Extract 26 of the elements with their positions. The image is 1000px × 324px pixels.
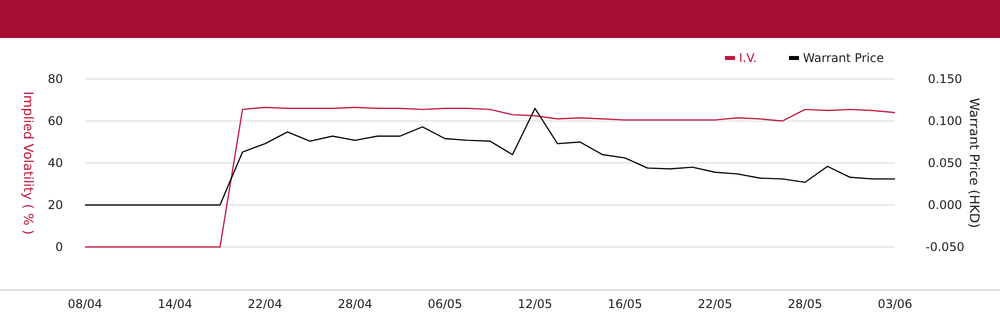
y2-axis-title: Warrant Price (HKD): [966, 98, 981, 228]
y-axis-title: Implied Volatility ( % ): [20, 91, 35, 235]
legend-label: I.V.: [739, 51, 757, 66]
x-tick-label: 28/05: [788, 297, 822, 311]
legend-label: Warrant Price: [803, 51, 884, 66]
y-tick-label: 40: [48, 156, 63, 170]
y2-tick-label: 0.100: [928, 114, 962, 128]
line-series: [84, 108, 896, 206]
x-tick-label: 03/06: [878, 297, 912, 311]
x-tick-label: 16/05: [608, 297, 642, 311]
x-tick-label: 22/05: [698, 297, 732, 311]
y2-tick-label: 0.000: [928, 198, 962, 212]
x-tick-label: 06/05: [428, 297, 462, 311]
y-tick-label: 0: [55, 240, 63, 254]
x-tick-label: 28/04: [338, 297, 372, 311]
y-tick-label: 80: [48, 72, 63, 86]
x-tick-label: 22/04: [248, 297, 282, 311]
line-series: [84, 106, 896, 248]
y2-tick-label: 0.050: [928, 156, 962, 170]
x-tick-label: 14/04: [158, 297, 192, 311]
y2-tick-label: -0.050: [926, 240, 964, 254]
y-tick-label: 60: [48, 114, 63, 128]
y2-tick-label: 0.150: [928, 72, 962, 86]
x-tick-label: 12/05: [518, 297, 552, 311]
x-tick-label: 08/04: [68, 297, 102, 311]
y-tick-label: 20: [48, 198, 63, 212]
